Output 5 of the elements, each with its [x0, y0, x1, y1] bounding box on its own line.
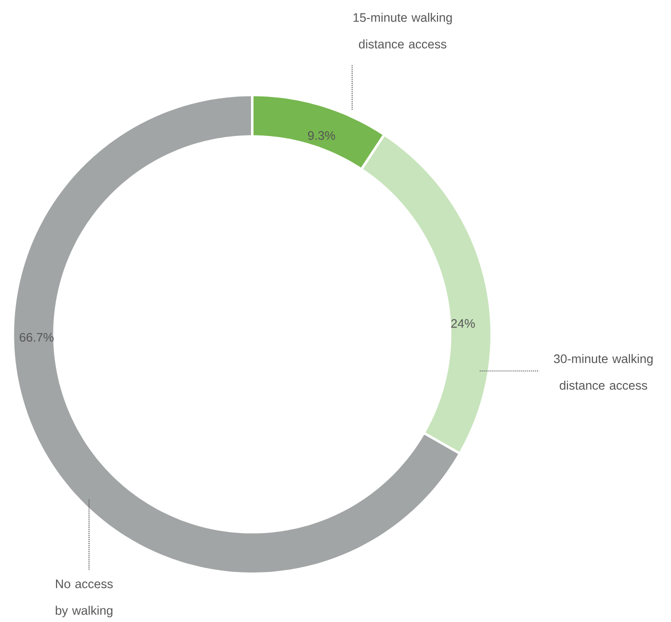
category-label: No access by walking [56, 580, 113, 618]
data-label: 9.3% [308, 131, 336, 140]
category-label: 30-minute walking distance access [554, 354, 653, 390]
category-label: 15-minute walking distance access [354, 12, 452, 48]
data-label: 24% [451, 319, 475, 328]
